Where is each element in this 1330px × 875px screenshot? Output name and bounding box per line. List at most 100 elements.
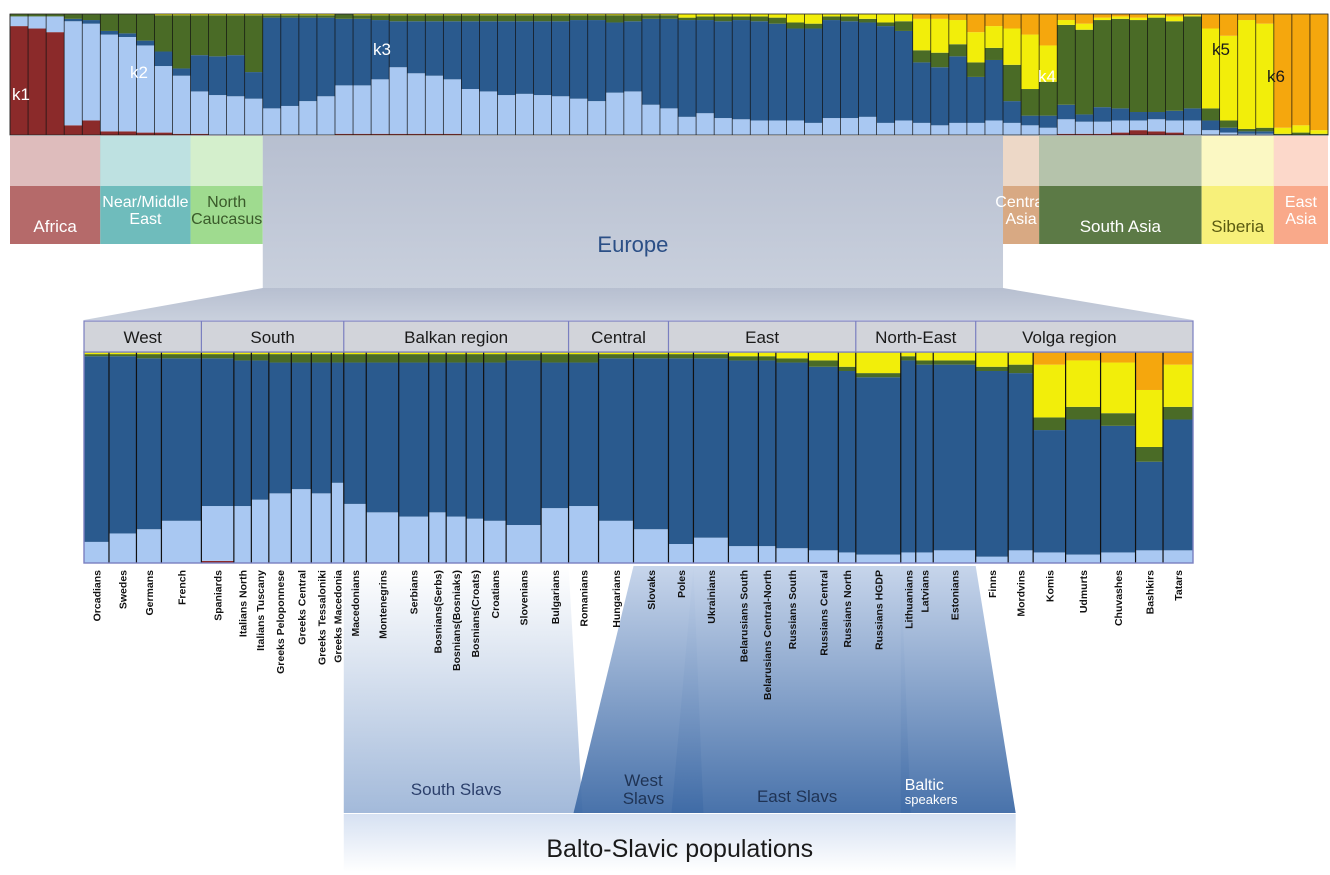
population-label-hungarians: Hungarians <box>611 570 623 628</box>
bar-chechens-k4 <box>244 15 264 73</box>
bar-croatians-k2 <box>483 520 507 563</box>
region-label-central-asia: Central <box>995 194 1047 211</box>
region-label-europe: Europe <box>597 232 668 257</box>
group-band-west-slavs <box>573 566 704 813</box>
group-label-east-slavs: East Slavs <box>757 787 837 806</box>
bar-slovaks-k2 <box>659 108 679 135</box>
bar-slovenians-k4 <box>506 354 542 361</box>
bar-montenegrins-k3 <box>366 362 400 513</box>
bar-pathan-k6 <box>1057 14 1076 21</box>
bar-kalash-k6 <box>1183 14 1203 16</box>
bar-komis-k5 <box>1033 364 1067 418</box>
bar-russians-north-k4 <box>838 366 857 371</box>
bar-brahui-k2 <box>1147 119 1166 132</box>
bar-kazakhs-k6 <box>1021 14 1040 35</box>
bar-serbians-k2 <box>497 95 516 135</box>
bar-mozabite-k1 <box>64 125 83 135</box>
bar-evenks-k6 <box>1255 14 1275 24</box>
bar-hungarians-k4 <box>641 15 661 19</box>
bar-balkars-k2 <box>208 95 228 135</box>
bar-belarusians-central-north-k4 <box>758 356 777 361</box>
bar-bulgarians-k2 <box>605 92 625 135</box>
bar-greeks-peloponnese-k2 <box>389 67 408 134</box>
bar-lithuanians-k4 <box>822 16 841 21</box>
bar-chechens-k3 <box>244 72 264 99</box>
bar-mordvins-k4 <box>894 21 914 31</box>
bar-pathan-k3 <box>1057 104 1076 120</box>
bar-slovaks-k3 <box>633 358 669 530</box>
bar-sindhi-k1 <box>1165 132 1184 135</box>
bar-bashkirs-k5 <box>1135 389 1164 447</box>
bar-kazakhs-k2 <box>1021 125 1040 135</box>
bar-chuvashes-k2 <box>1100 552 1136 563</box>
bar-bashkirs-k2 <box>966 122 986 135</box>
region-label-africa: Africa <box>33 217 77 236</box>
bar-brahui-k1 <box>1147 131 1166 135</box>
bar-russians-central-k2 <box>768 120 787 135</box>
population-label-montenegrins: Montenegrins <box>377 570 389 639</box>
bar-altaians-k5 <box>1201 28 1221 109</box>
bar-bosnians-serbs-k3 <box>428 362 447 513</box>
bar-bosnians-bosniaks-k5 <box>533 14 553 16</box>
region-label-south-asia: South Asia <box>1080 217 1162 236</box>
bar-russians-central-k5 <box>768 14 787 18</box>
bar-greeks-tessaloniki-k3 <box>311 362 332 494</box>
population-label-orcadians: Orcadians <box>91 570 103 622</box>
bar-latvians-k4 <box>915 360 934 365</box>
bar-greeks-tessaloniki-k2 <box>425 75 444 134</box>
bar-slovaks-k4 <box>659 15 679 19</box>
bar-egyptians-k1 <box>82 120 101 135</box>
bar-finns-k2 <box>876 122 896 135</box>
bar-greeks-central-k2 <box>407 73 426 134</box>
bar-egyptians-k3 <box>82 20 101 24</box>
bar-pathan-k4 <box>1057 24 1076 105</box>
bar-russians-south-k3 <box>750 21 769 121</box>
bar-latvians-k3 <box>915 364 934 553</box>
bar-greeks-macedonia-k2 <box>331 482 345 563</box>
bar-slovenians-k2 <box>587 101 607 135</box>
bar-slovenians-k5 <box>587 14 607 16</box>
bar-iranians-k4 <box>172 15 191 69</box>
population-label-bashkirs: Bashkirs <box>1144 570 1156 615</box>
bar-russians-central-k3 <box>768 23 787 121</box>
bar-lithuanians-k4 <box>900 356 917 361</box>
bar-bosnians-serbs-k5 <box>515 14 534 16</box>
bar-bosnians-bosniaks-k3 <box>533 21 553 96</box>
bar-mandenka-k2 <box>46 16 65 33</box>
bar-italians-north-k2 <box>353 85 372 134</box>
bar-finns-k3 <box>876 26 896 123</box>
bar-slovenians-k4 <box>587 15 607 21</box>
bar-bosnians-croats-k3 <box>466 362 485 519</box>
population-label-mordvins: Mordvins <box>1016 570 1028 617</box>
region-label-near-middle-east: East <box>129 211 162 228</box>
bar-nogais-k2 <box>1003 122 1022 135</box>
bar-spaniards-k4 <box>201 354 235 359</box>
population-label-greeks-central: Greeks Central <box>296 570 308 645</box>
bar-french-k2 <box>161 520 202 563</box>
region-label-north-caucasus: North <box>207 194 246 211</box>
bar-macedonians-k5 <box>461 14 480 16</box>
bar-croatians-k3 <box>569 20 589 99</box>
bar-bosnians-bosniaks-k2 <box>533 95 553 135</box>
bar-lithuanians-k3 <box>900 360 917 553</box>
bar-poles-k3 <box>668 358 694 545</box>
bar-syrians-k4 <box>136 14 155 41</box>
bar-komis-k4 <box>1033 417 1067 431</box>
bar-croatians-k2 <box>569 98 589 135</box>
bar-mozabite-k3 <box>64 18 83 22</box>
population-label-udmurts: Udmurts <box>1078 570 1090 613</box>
bar-udmurts-k2 <box>1065 554 1101 563</box>
bar-montenegrins-k2 <box>366 512 400 563</box>
region-band-fade <box>1039 136 1202 186</box>
bar-mongols-k6 <box>1219 14 1239 36</box>
bar-french-k3 <box>161 358 202 521</box>
bar-belarusians-south-k3 <box>714 21 733 119</box>
bar-orcadians-k4 <box>262 15 282 18</box>
bar-germans-k4 <box>136 354 162 359</box>
bar-bosnians-bosniaks-k4 <box>446 354 467 363</box>
bar-bashkirs-k6 <box>966 14 986 33</box>
bar-italians-north-k4 <box>233 354 252 361</box>
bar-udmurts-k3 <box>930 67 950 126</box>
bar-adyge-k5 <box>190 14 209 16</box>
bar-jordanians-k1 <box>118 131 137 135</box>
